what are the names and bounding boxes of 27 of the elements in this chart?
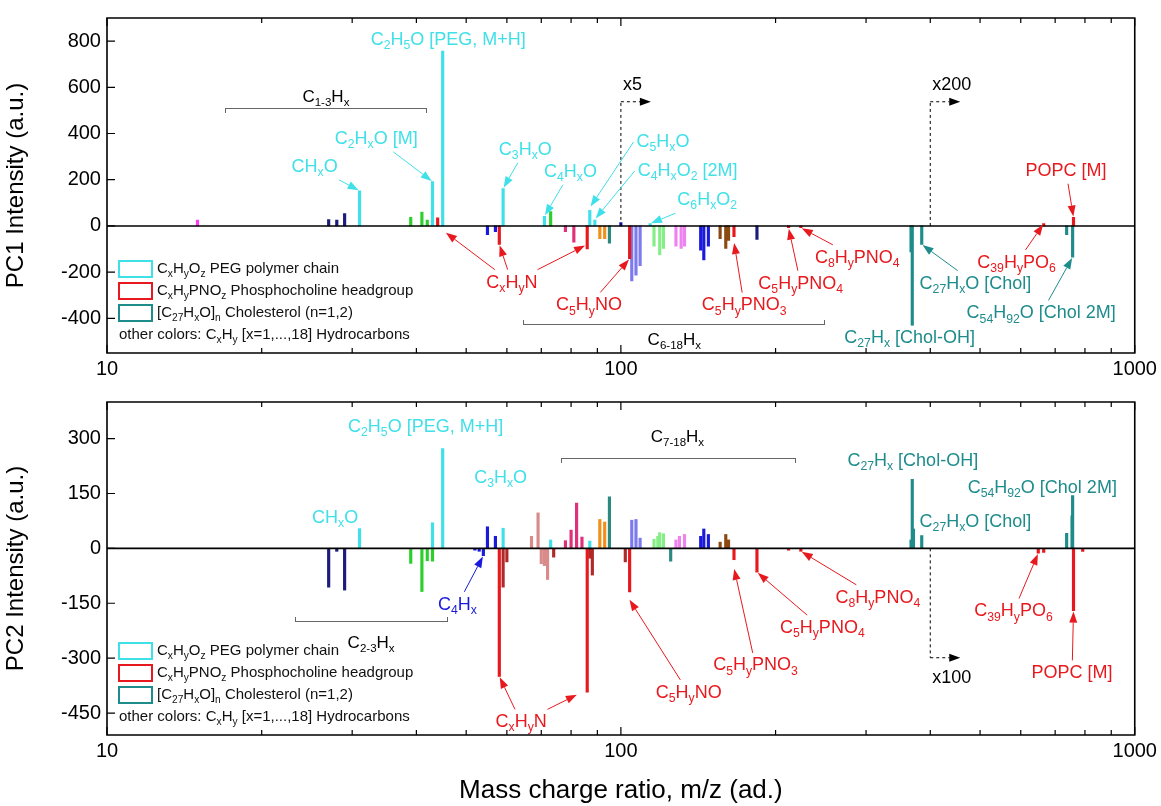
x-tick-label: 10: [95, 356, 119, 379]
y-axis-title: PC2 Intensity (a.u.): [1, 465, 29, 672]
y-tick-label: 0: [89, 535, 101, 558]
x-tick-label: 1000: [1112, 738, 1157, 761]
y-tick-label: 0: [89, 213, 101, 236]
y-tick-label: 150: [67, 481, 101, 503]
annotation: POPC [M]: [1031, 662, 1113, 683]
y-tick-label: -400: [60, 305, 101, 328]
y-tick-label: -150: [60, 590, 101, 613]
annotation: POPC [M]: [1025, 159, 1107, 180]
x-axis-title: Mass charge ratio, m/z (ad.): [459, 773, 783, 804]
ref-line-label: x200: [932, 73, 972, 94]
ref-line-label: x5: [622, 73, 642, 94]
y-axis-title: PC1 Intensity (a.u.): [1, 82, 29, 289]
y-tick-label: -450: [60, 700, 101, 723]
ref-line-label: x100: [932, 666, 972, 687]
y-tick-label: 200: [67, 167, 101, 190]
x-tick-label: 10: [95, 738, 119, 761]
x-tick-label: 100: [604, 738, 638, 761]
x-tick-label: 1000: [1112, 356, 1157, 379]
y-tick-label: 400: [67, 121, 101, 144]
y-tick-label: 300: [67, 426, 101, 449]
x-tick-label: 100: [604, 356, 638, 379]
y-tick-label: -200: [60, 259, 101, 282]
y-tick-label: 600: [67, 74, 101, 97]
y-tick-label: 800: [67, 28, 101, 51]
y-tick-label: -300: [60, 645, 101, 668]
